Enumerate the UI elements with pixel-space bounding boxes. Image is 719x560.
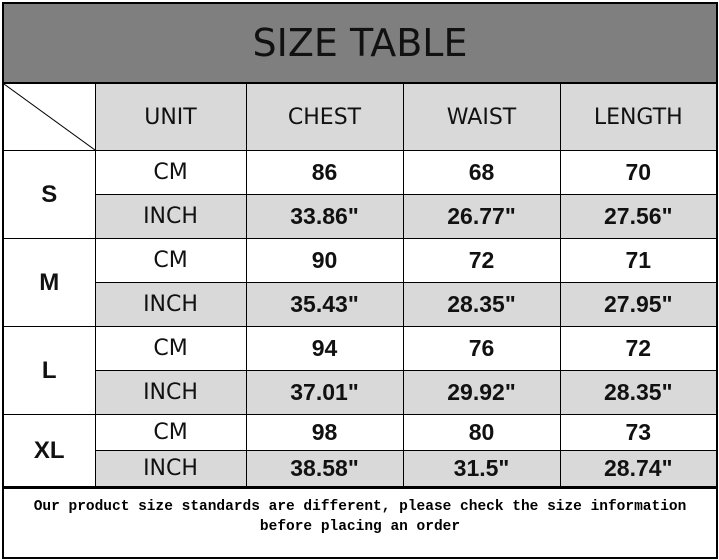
size-label: M [4,238,96,327]
note-line-2: before placing an order [259,519,461,535]
size-table: UNIT CHEST WAIST LENGTH S CM 86 68 70 INCH 33.… [4,84,716,487]
chest-cell: 38.58" [245,450,404,487]
header-unit: UNIT [94,84,247,151]
length-cell: 28.35" [559,370,716,415]
length-cell: 72 [559,326,716,371]
waist-cell: 72 [402,238,561,283]
waist-cell: 28.35" [402,282,561,327]
size-label: S [4,150,96,239]
waist-cell: 31.5" [402,450,561,487]
chest-cell: 86 [245,150,404,195]
unit-cell: INCH [95,282,247,327]
unit-cell: CM [94,326,247,371]
waist-cell: 80 [402,414,561,451]
chest-cell: 90 [245,238,404,283]
header-length: LENGTH [559,84,716,151]
header-row: UNIT CHEST WAIST LENGTH [4,84,716,151]
waist-cell: 26.77" [402,194,561,239]
table-row: L CM 94 76 72 [4,326,716,415]
table-row: M CM 90 72 71 [4,238,716,327]
length-cell: 73 [559,414,716,451]
length-cell: 27.56" [559,194,716,239]
table-row: S CM 86 68 70 [4,150,716,239]
header-waist: WAIST [402,84,561,151]
table-row: INCH 37.01" 29.92" 28.35" [4,370,716,415]
unit-cell: INCH [95,450,247,487]
unit-cell: CM [94,238,247,283]
table-row: INCH 38.58" 31.5" 28.74" [4,450,716,487]
table-row: INCH 33.86" 26.77" 27.56" [4,194,716,239]
unit-cell: INCH [95,194,247,239]
unit-cell: INCH [95,370,247,415]
waist-cell: 29.92" [402,370,561,415]
table-row: INCH 35.43" 28.35" 27.95" [4,282,716,327]
chest-cell: 33.86" [245,194,404,239]
size-label: XL [4,414,96,487]
waist-cell: 68 [402,150,561,195]
length-cell: 70 [559,150,716,195]
length-cell: 27.95" [559,282,716,327]
length-cell: 28.74" [559,450,716,487]
chest-cell: 98 [245,414,404,451]
length-cell: 71 [559,238,716,283]
unit-cell: CM [94,414,247,451]
table-row: XL CM 98 80 73 [4,414,716,487]
size-note: Our product size standards are different… [4,487,716,557]
header-chest: CHEST [245,84,404,151]
diagonal-divider [4,84,95,150]
chest-cell: 37.01" [245,370,404,415]
unit-cell: CM [94,150,247,195]
chest-cell: 94 [245,326,404,371]
page-title: SIZE TABLE [4,4,716,84]
size-label: L [4,326,96,415]
corner-cell [4,84,96,151]
chest-cell: 35.43" [245,282,404,327]
waist-cell: 76 [402,326,561,371]
note-line-1: Our product size standards are different… [33,499,687,515]
